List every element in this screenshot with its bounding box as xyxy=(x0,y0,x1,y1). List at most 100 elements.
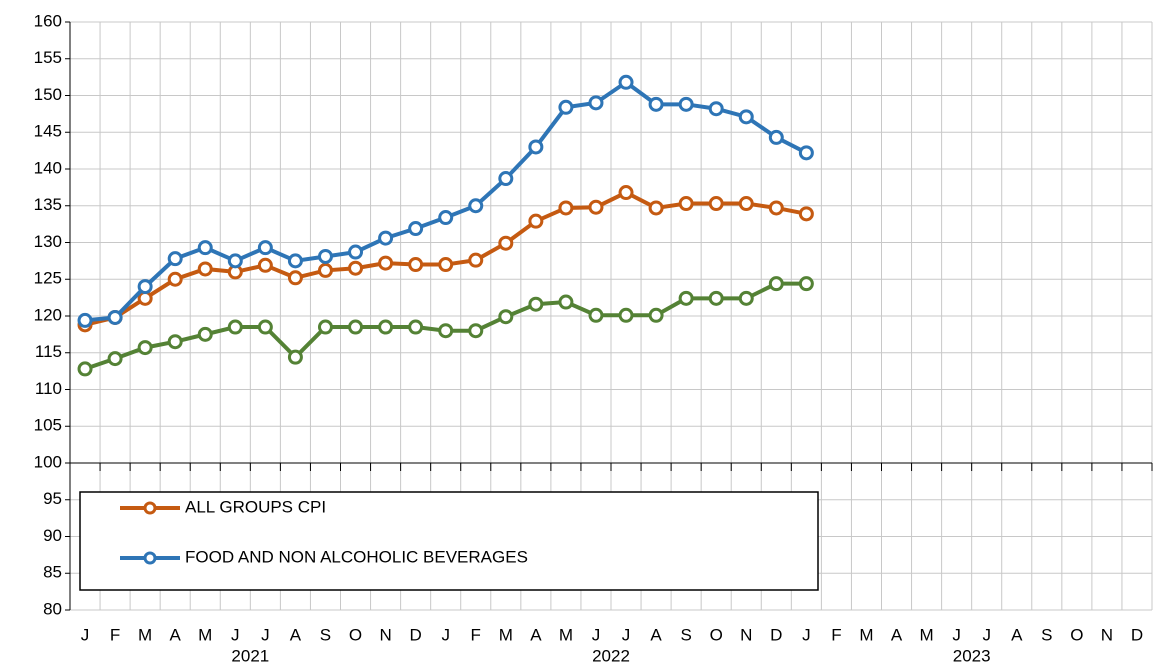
point xyxy=(798,276,814,292)
x-group-label: 2023 xyxy=(953,646,991,665)
x-tick-label: A xyxy=(530,625,542,644)
point xyxy=(408,257,424,273)
point xyxy=(408,319,424,335)
point xyxy=(167,334,183,350)
point xyxy=(708,290,724,306)
x-tick-label: S xyxy=(680,625,691,644)
point xyxy=(468,252,484,268)
x-tick-label: M xyxy=(138,625,152,644)
x-tick-label: F xyxy=(110,625,120,644)
point xyxy=(648,96,664,112)
point xyxy=(678,290,694,306)
point xyxy=(558,200,574,216)
y-tick-label: 110 xyxy=(35,379,62,398)
y-tick-label: 80 xyxy=(43,599,62,618)
legend-box xyxy=(79,491,819,591)
y-tick-label: 150 xyxy=(34,85,62,104)
point xyxy=(618,74,634,90)
point xyxy=(648,307,664,323)
point xyxy=(468,198,484,214)
point xyxy=(227,253,243,269)
point xyxy=(588,307,604,323)
point xyxy=(227,319,243,335)
point xyxy=(588,95,604,111)
x-tick-label: N xyxy=(1101,625,1113,644)
x-tick-label: J xyxy=(441,625,450,644)
y-tick-label: 115 xyxy=(35,342,62,361)
y-tick-label: 140 xyxy=(34,158,62,177)
point xyxy=(498,309,514,325)
point xyxy=(708,101,724,117)
point xyxy=(107,309,123,325)
point xyxy=(528,296,544,312)
point xyxy=(348,244,364,260)
x-tick-label: D xyxy=(1131,625,1143,644)
point xyxy=(287,253,303,269)
point xyxy=(137,290,153,306)
point xyxy=(438,323,454,339)
point xyxy=(768,200,784,216)
point xyxy=(618,307,634,323)
point xyxy=(287,270,303,286)
point xyxy=(317,319,333,335)
x-tick-label: F xyxy=(471,625,481,644)
point xyxy=(167,251,183,267)
point xyxy=(678,96,694,112)
x-tick-label: N xyxy=(379,625,391,644)
x-tick-label: M xyxy=(198,625,212,644)
x-tick-label: O xyxy=(710,625,723,644)
point xyxy=(137,340,153,356)
point xyxy=(257,240,273,256)
x-tick-label: S xyxy=(320,625,331,644)
y-tick-label: 85 xyxy=(43,563,62,582)
point xyxy=(768,129,784,145)
point xyxy=(287,349,303,365)
x-tick-label: J xyxy=(261,625,270,644)
y-tick-label: 160 xyxy=(34,11,62,30)
series-line xyxy=(84,79,808,323)
point xyxy=(197,261,213,277)
legend-marker xyxy=(143,551,157,565)
point xyxy=(378,319,394,335)
point xyxy=(798,206,814,222)
point xyxy=(167,271,183,287)
y-tick-label: 95 xyxy=(43,489,62,508)
x-tick-label: M xyxy=(499,625,513,644)
point xyxy=(438,257,454,273)
x-tick-label: J xyxy=(592,625,601,644)
y-tick-label: 145 xyxy=(34,122,62,141)
x-tick-label: A xyxy=(1011,625,1023,644)
point xyxy=(137,279,153,295)
point xyxy=(708,196,724,212)
legend-marker xyxy=(143,501,157,515)
y-tick-label: 155 xyxy=(34,48,62,67)
y-tick-label: 90 xyxy=(43,526,62,545)
point xyxy=(798,145,814,161)
point xyxy=(648,200,664,216)
point xyxy=(77,361,93,377)
point xyxy=(77,312,93,328)
x-tick-label: D xyxy=(770,625,782,644)
point xyxy=(348,260,364,276)
x-tick-label: N xyxy=(740,625,752,644)
point xyxy=(317,262,333,278)
x-tick-label: A xyxy=(290,625,302,644)
point xyxy=(317,248,333,264)
point xyxy=(738,290,754,306)
x-tick-label: O xyxy=(1070,625,1083,644)
y-tick-label: 130 xyxy=(34,232,62,251)
x-tick-label: A xyxy=(891,625,903,644)
x-tick-label: O xyxy=(349,625,362,644)
x-tick-label: A xyxy=(650,625,662,644)
y-tick-label: 125 xyxy=(34,269,62,288)
x-tick-label: J xyxy=(802,625,811,644)
point xyxy=(197,240,213,256)
point xyxy=(378,230,394,246)
x-tick-label: M xyxy=(919,625,933,644)
point xyxy=(768,276,784,292)
x-tick-label: J xyxy=(622,625,631,644)
legend-label: ALL GROUPS CPI xyxy=(185,497,326,516)
point xyxy=(558,294,574,310)
x-tick-label: A xyxy=(170,625,182,644)
